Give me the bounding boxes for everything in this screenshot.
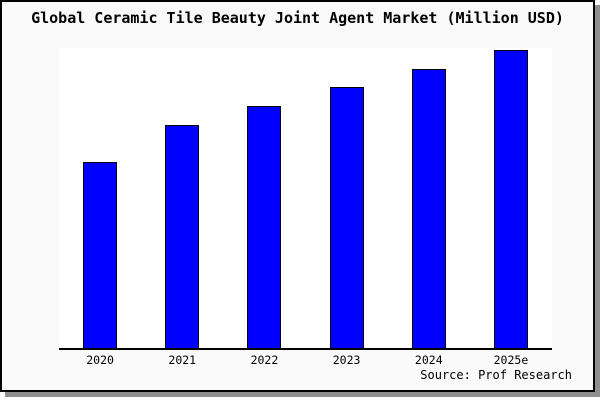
bar-slot-2023 — [306, 48, 388, 348]
x-tick-2025e: 2025e — [493, 353, 529, 367]
bar-slot-2025e — [470, 48, 552, 348]
chart-canvas: Global Ceramic Tile Beauty Joint Agent M… — [0, 0, 595, 392]
bar-2020 — [83, 162, 118, 348]
bar-slot-2020 — [59, 48, 141, 348]
plot-area — [59, 48, 552, 350]
x-tick-2022: 2022 — [250, 353, 279, 367]
bar-2023 — [329, 87, 364, 348]
chart-title: Global Ceramic Tile Beauty Joint Agent M… — [31, 9, 564, 27]
x-tick-2021: 2021 — [168, 353, 197, 367]
x-tick-2024: 2024 — [414, 353, 443, 367]
bar-slot-2022 — [223, 48, 305, 348]
x-tick-2020: 2020 — [86, 353, 114, 367]
bar-2021 — [165, 125, 200, 348]
source-attribution: Source: Prof Research — [420, 368, 572, 382]
bar-2022 — [247, 106, 282, 348]
bar-slot-2024 — [388, 48, 470, 348]
bar-2025e — [493, 50, 528, 348]
x-tick-2023: 2023 — [332, 353, 361, 367]
x-axis-labels: 2020 2021 2022 2023 2024 2025e — [59, 353, 552, 367]
bar-slot-2021 — [141, 48, 223, 348]
bar-2024 — [411, 69, 446, 348]
